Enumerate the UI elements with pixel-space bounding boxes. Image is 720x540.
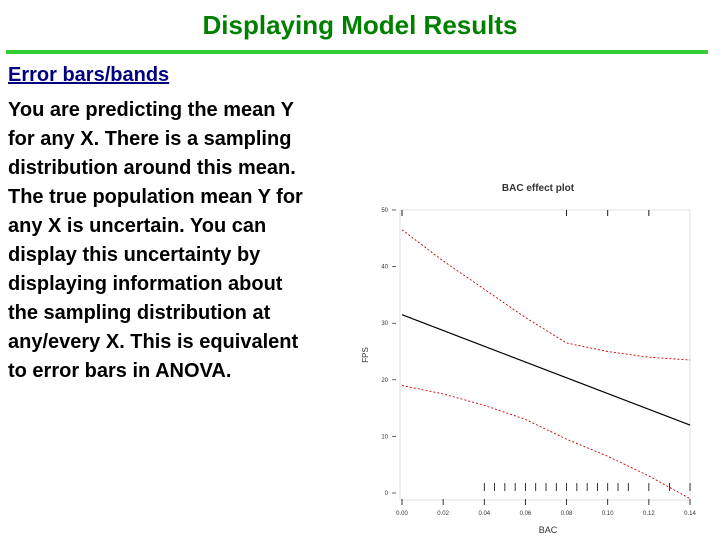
effect-plot: BAC effect plot 0.00 0.02 0.04 0.06 0.08 0.10… [360,175,720,540]
fitted-line [401,314,691,426]
y-axis-label: FPS [361,347,370,363]
y-tick-label: 20 [381,378,388,384]
x-tick-label: 0.08 [561,511,573,517]
x-tick-label: 0.10 [602,511,614,517]
y-tick-label: 10 [381,434,388,440]
body-line: the sampling distribution at [8,302,271,324]
x-tick-label: 0.02 [437,511,449,517]
body-line: to error bars in ANOVA. [8,360,232,382]
y-tick-label: 50 [381,208,388,214]
slide-body-text: You are predicting the mean Y for any X.… [8,96,388,386]
y-tick-label: 40 [381,265,388,271]
x-tick-label: 0.12 [643,511,655,517]
body-line: for any X. There is a sampling [8,128,292,150]
body-line: The true population mean Y for [8,186,303,208]
body-line: displaying information about [8,273,283,295]
x-tick-label: 0.06 [520,511,532,517]
body-line: any/every X. This is equivalent [8,331,299,353]
body-line: display this uncertainty by [8,244,261,266]
x-tick-label: 0.04 [478,511,490,517]
x-tick-label: 0.00 [396,511,408,517]
title-underline-divider [6,50,708,54]
body-line: You are predicting the mean Y [8,99,294,121]
body-line: distribution around this mean. [8,157,296,179]
slide-subheading: Error bars/bands [8,64,170,86]
axes-group: 0.00 0.02 0.04 0.06 0.08 0.10 0.12 0.14 0 10 20 30 4… [381,208,696,517]
slide-title: Displaying Model Results [202,10,518,40]
body-line: any X is uncertain. You can [8,215,267,237]
confidence-band-line [401,229,691,361]
effect-plot-svg: BAC effect plot 0.00 0.02 0.04 0.06 0.08 0.10… [361,183,696,535]
y-tick-label: 0 [385,491,389,497]
x-axis-label: BAC [539,525,558,535]
chart-title: BAC effect plot [502,183,575,194]
y-tick-label: 30 [381,321,388,327]
x-tick-label: 0.14 [684,511,696,517]
plot-frame [399,209,691,501]
confidence-band-line [401,385,691,500]
series-group [401,229,691,500]
